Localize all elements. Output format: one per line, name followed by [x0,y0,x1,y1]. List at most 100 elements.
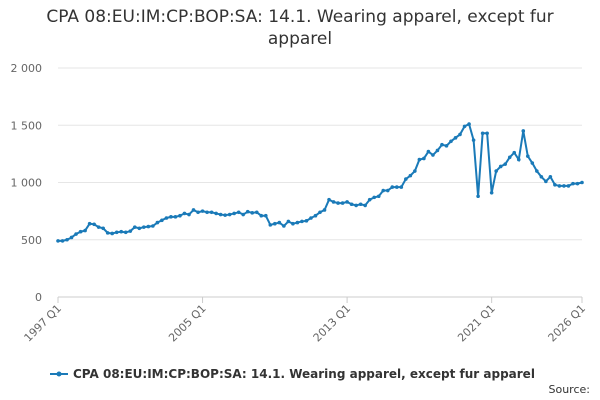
data-point [507,155,512,160]
data-point [327,197,331,202]
data-point [340,201,345,205]
data-point [458,132,462,137]
data-point [449,139,453,144]
data-point [376,194,381,199]
data-point [431,153,435,157]
data-point [110,231,115,236]
data-point [571,181,575,186]
x-tick-label: 2026 Q1 [546,302,589,345]
data-point [557,184,562,188]
data-point [489,191,494,195]
data-point [345,200,349,204]
y-tick-label: 500 [21,234,42,247]
data-point [363,203,367,208]
data-point [232,211,236,216]
data-point [462,124,467,129]
x-tick-label: 2013 Q1 [311,302,354,345]
data-point [263,213,268,218]
data-point [480,131,485,136]
data-point [286,219,291,224]
data-point [530,161,535,165]
data-point [512,150,517,155]
data-point [390,185,395,189]
data-point [426,149,431,154]
data-point [498,164,503,169]
data-point [214,211,218,216]
data-point [336,201,340,205]
data-point [404,177,408,181]
data-point [313,213,318,218]
data-point [485,131,489,136]
y-tick-label: 0 [35,291,42,304]
data-point [435,148,440,153]
data-point [119,229,124,234]
data-point [304,219,309,223]
data-point [169,215,173,219]
data-point [575,181,580,186]
data-point [322,208,327,212]
data-point [182,211,187,216]
data-point [92,222,96,227]
data-point [173,215,178,219]
data-point [372,195,377,200]
y-tick-label: 2 000 [11,62,43,75]
data-point [494,169,498,173]
data-point [205,210,209,215]
data-point [309,216,313,220]
data-point [187,212,191,217]
data-point [69,235,74,240]
data-point [146,224,151,229]
data-point [535,169,539,173]
data-point [394,185,399,189]
data-point [548,174,553,179]
data-point [566,184,571,188]
data-point [60,239,65,243]
data-point [132,225,137,229]
data-point [254,210,259,215]
data-point [539,174,544,179]
data-point [503,162,508,166]
data-point [236,210,241,215]
data-point [196,210,200,215]
y-tick-label: 1 000 [11,177,43,190]
chart-title: CPA 08:EU:IM:CP:BOP:SA: 14.1. Wearing ap… [46,7,554,49]
data-point [453,136,458,140]
data-point [83,228,87,233]
data-point [440,142,444,147]
data-point [78,229,83,234]
data-point [128,229,133,233]
data-point [277,220,282,225]
data-point [96,225,101,229]
source-label: Source: [549,383,591,396]
x-tick-label: 2021 Q1 [455,302,498,345]
data-point [525,154,530,158]
data-point [562,184,566,188]
data-point [399,185,404,189]
data-point [381,188,386,193]
data-point [101,226,105,231]
data-point [544,179,548,184]
x-tick-label: 1997 Q1 [22,302,65,345]
data-point [164,216,169,220]
data-point [467,122,471,126]
data-point [209,210,214,215]
data-point [476,194,480,199]
data-point [282,224,286,228]
data-point [291,221,295,226]
data-point [123,230,128,235]
data-point [413,169,417,173]
data-point [553,182,557,187]
data-point [245,209,250,214]
data-point [408,173,413,178]
data-point [331,200,336,204]
data-point [87,221,92,226]
data-point [191,208,196,212]
data-point [367,197,372,202]
data-point [273,221,277,226]
data-point [155,220,160,225]
data-point [580,180,584,185]
data-point [105,231,110,235]
data-point [417,157,422,162]
